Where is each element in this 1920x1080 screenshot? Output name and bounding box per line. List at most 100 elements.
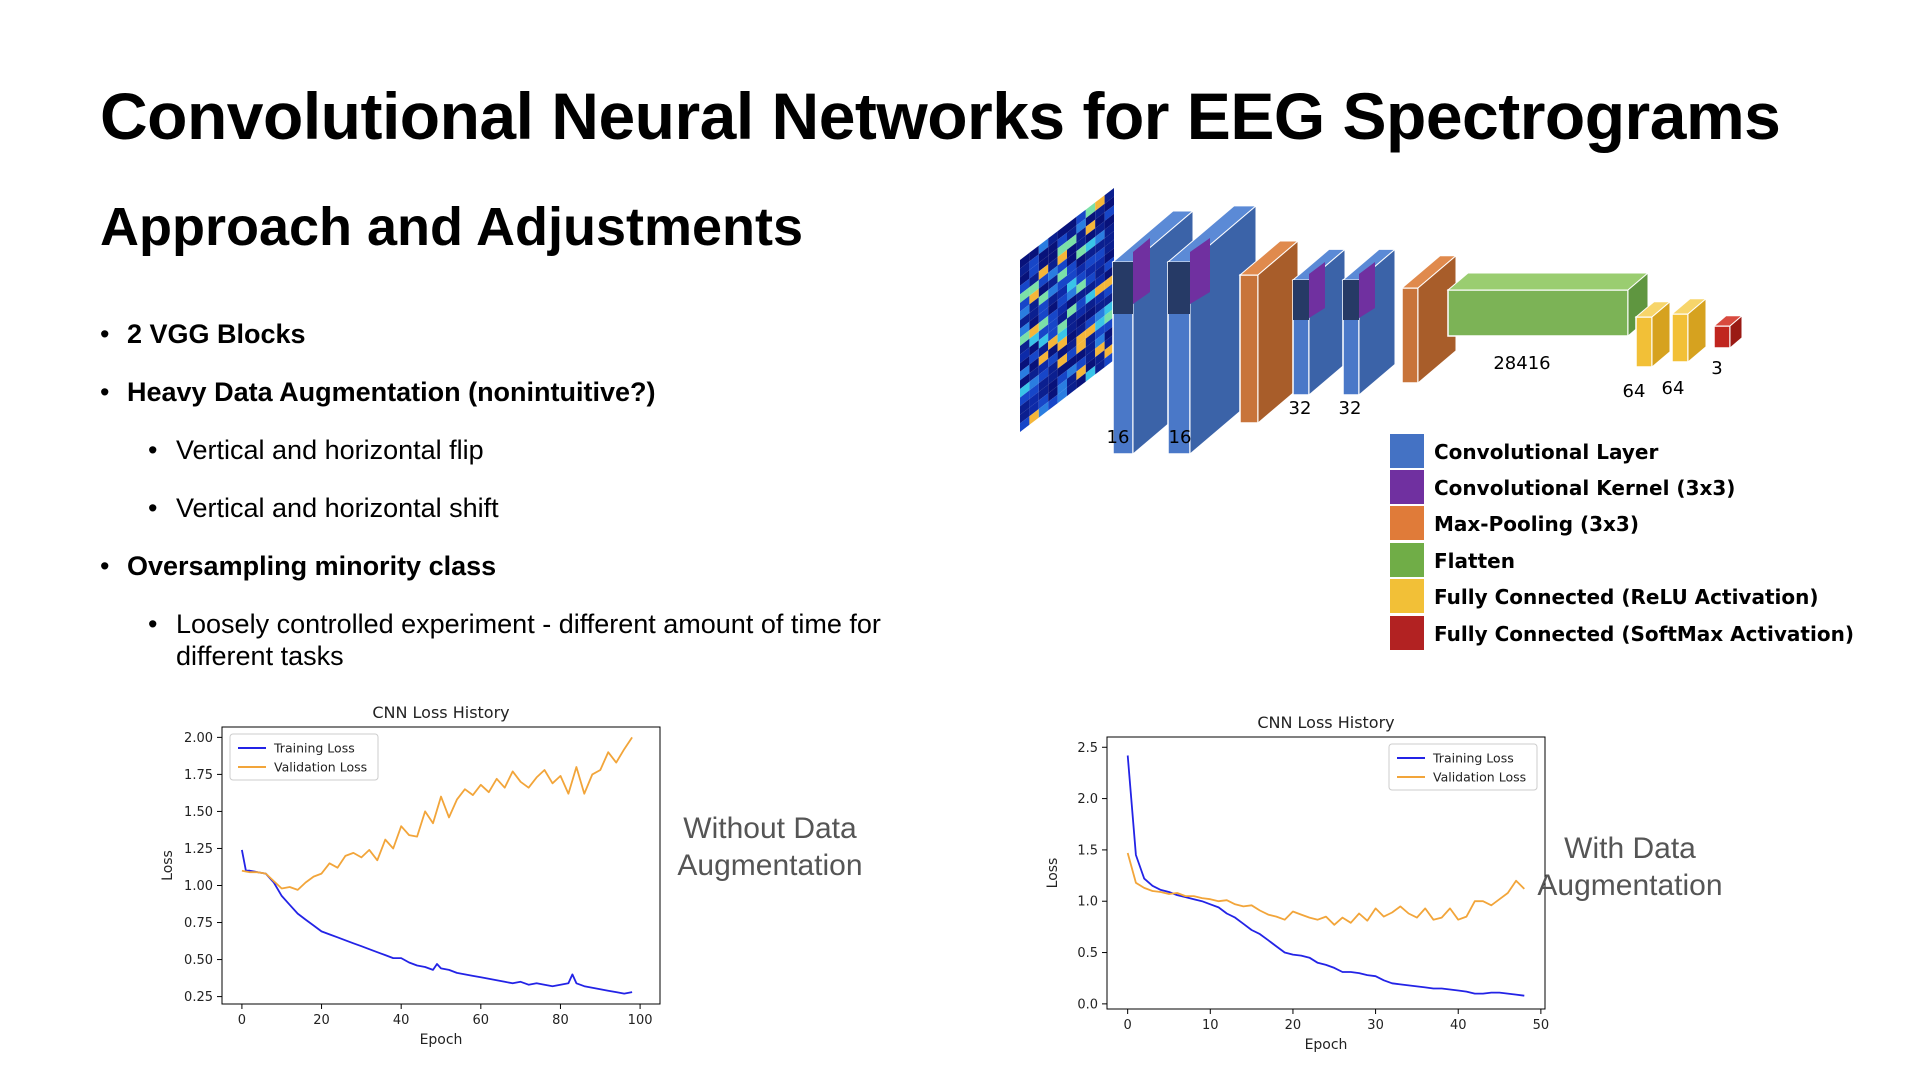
x-tick-label: 30 — [1367, 1018, 1384, 1033]
spectrogram-cell — [1020, 381, 1030, 398]
spectrogram-cell — [1057, 370, 1067, 386]
spectrogram-cell — [1095, 246, 1105, 263]
y-tick-label: 1.5 — [1077, 843, 1098, 858]
spectrogram-cell — [1029, 357, 1039, 374]
spectrogram-cell — [1095, 203, 1105, 220]
spectrogram-cell — [1038, 393, 1049, 409]
spectrogram-cell — [1076, 244, 1086, 260]
spectrogram-cell — [1048, 360, 1058, 376]
spectrogram-cell — [1048, 351, 1058, 368]
bullet-dot: • — [148, 435, 158, 465]
spectrogram-cell — [1038, 401, 1049, 418]
legend-label: Convolutional Kernel (3x3) — [1434, 476, 1736, 500]
spectrogram-cell — [1076, 330, 1086, 346]
spectrogram-cell — [1104, 317, 1114, 333]
spectrogram-cell — [1020, 338, 1030, 355]
caption-without-augmentation: Without Data Augmentation — [660, 810, 880, 884]
y-tick-label: 0.75 — [184, 916, 213, 931]
spectrogram-cell — [1067, 371, 1077, 388]
spectrogram-cell — [1038, 384, 1049, 401]
spectrogram-cell — [1057, 335, 1067, 352]
spectrogram-cell — [1067, 234, 1077, 250]
spectrogram-cell — [1038, 255, 1049, 272]
spectrogram-cell — [1095, 324, 1105, 340]
spectrogram-cell — [1104, 222, 1114, 239]
legend-swatch — [1390, 543, 1424, 577]
spectrogram-cell — [1038, 358, 1049, 375]
block-side-face — [1687, 297, 1707, 364]
bullet-dot: • — [148, 609, 158, 639]
legend-swatch — [1390, 506, 1424, 540]
spectrogram-cell — [1085, 305, 1096, 322]
x-tick-label: 80 — [552, 1013, 569, 1028]
spectrogram-cell — [1076, 338, 1086, 355]
spectrogram-cell — [1038, 298, 1049, 315]
spectrogram-cell — [1048, 394, 1058, 411]
y-tick-label: 2.5 — [1077, 741, 1098, 756]
spectrogram-cell — [1048, 334, 1058, 351]
series-line-validation-loss — [1126, 852, 1525, 926]
spectrogram-cell — [1057, 361, 1067, 378]
fc-softmax-block — [1712, 314, 1744, 350]
spectrogram-cell — [1076, 321, 1086, 338]
spectrogram-cell — [1104, 213, 1114, 230]
legend-item-max-pooling: Max-Pooling (3x3) — [1390, 506, 1810, 540]
series-line-training-loss — [1126, 755, 1525, 997]
spectrogram-cell — [1038, 341, 1049, 358]
x-tick-label: 100 — [628, 1013, 653, 1028]
spectrogram-cell — [1085, 297, 1096, 313]
spectrogram-cell — [1085, 340, 1096, 356]
spectrogram-cell — [1029, 254, 1039, 270]
spectrogram-cell — [1104, 351, 1114, 368]
layer-label: 32 — [1339, 398, 1362, 419]
spectrogram-cell — [1095, 358, 1105, 375]
spectrogram-cell — [1057, 327, 1067, 343]
spectrogram-cell — [1067, 302, 1077, 319]
spectrogram-cell — [1048, 282, 1058, 299]
conv-kernel — [1190, 238, 1210, 304]
spectrogram-cell — [1038, 376, 1049, 392]
spectrogram-cell — [1104, 188, 1114, 204]
legend-swatch — [1390, 579, 1424, 613]
spectrogram-cell — [1029, 366, 1039, 382]
caption-line: Augmentation — [1537, 869, 1723, 902]
slide-title: Convolutional Neural Networks for EEG Sp… — [100, 79, 1781, 153]
spectrogram-cell — [1020, 373, 1030, 389]
x-tick-label: 40 — [1450, 1018, 1467, 1033]
spectrogram-cell — [1057, 318, 1067, 335]
spectrogram-cell — [1038, 333, 1049, 349]
spectrogram-cell — [1067, 311, 1077, 328]
conv-kernel — [1133, 238, 1150, 304]
slide-subtitle: Approach and Adjustments — [100, 197, 804, 257]
spectrogram-cell — [1048, 325, 1058, 342]
spectrogram-cell — [1095, 315, 1105, 332]
block-side-face — [1651, 300, 1671, 369]
spectrogram-cell — [1085, 331, 1096, 348]
layer-label: 3 — [1711, 358, 1722, 379]
spectrogram-cell — [1076, 278, 1086, 295]
spectrogram-cell — [1076, 226, 1086, 243]
spectrogram-cell — [1104, 265, 1114, 282]
legend-item-fc-softmax: Fully Connected (SoftMax Activation) — [1390, 616, 1854, 650]
bullet-text: Vertical and horizontal shift — [176, 493, 499, 523]
spectrogram-cell — [1067, 345, 1077, 362]
spectrogram-cell — [1076, 235, 1086, 252]
bullet-text: Vertical and horizontal flip — [176, 435, 484, 465]
layer-label: 64 — [1623, 381, 1646, 402]
legend-label: Fully Connected (ReLU Activation) — [1434, 585, 1819, 609]
spectrogram-cell — [1085, 228, 1096, 244]
spectrogram-cell — [1029, 314, 1039, 331]
spectrogram-cell — [1048, 308, 1058, 325]
spectrogram-cell — [1048, 257, 1058, 273]
spectrogram-cell — [1104, 299, 1114, 316]
spectrogram-cell — [1104, 196, 1114, 213]
spectrogram-cell — [1020, 399, 1030, 415]
spectrogram-cell — [1020, 270, 1030, 286]
spectrogram-cell — [1076, 295, 1086, 312]
spectrogram-cell — [1020, 390, 1030, 407]
spectrogram-cell — [1048, 231, 1058, 247]
spectrogram-cell — [1095, 332, 1105, 349]
x-tick-label: 40 — [393, 1013, 410, 1028]
caption-with-augmentation: With Data Augmentation — [1530, 830, 1730, 904]
bullet-text: Oversampling minority class — [127, 551, 497, 581]
